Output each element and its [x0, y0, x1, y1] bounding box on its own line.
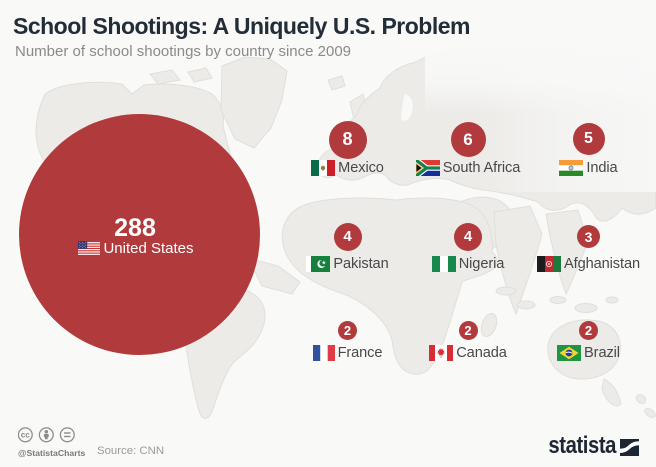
svg-text:cc: cc	[21, 431, 31, 440]
